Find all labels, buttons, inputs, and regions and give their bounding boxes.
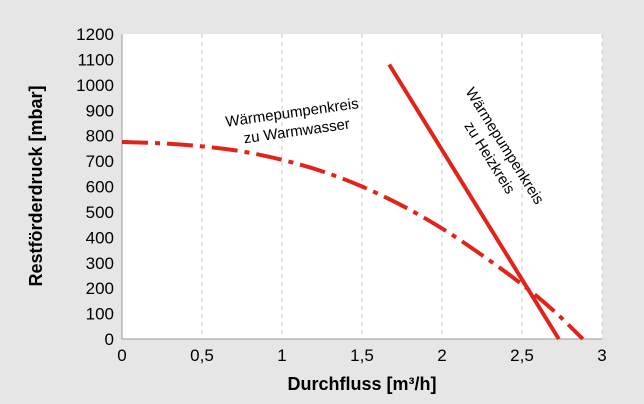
y-tick-label: 500 (86, 203, 114, 222)
y-tick-label: 400 (86, 228, 114, 247)
x-tick-label: 0,5 (190, 346, 214, 365)
y-tick-label: 1000 (76, 76, 114, 95)
x-tick-label: 1,5 (350, 346, 374, 365)
y-tick-label: 300 (86, 254, 114, 273)
y-tick-label: 900 (86, 101, 114, 120)
grid-lines (121, 34, 603, 340)
x-tick-label: 2,5 (510, 346, 534, 365)
y-axis-label: Restförderdruck [mbar] (26, 85, 46, 286)
series-lines (121, 63, 585, 341)
y-tick-label: 1200 (76, 25, 114, 44)
series-line-0 (121, 140, 585, 341)
x-tick-label: 1 (277, 346, 286, 365)
y-tick-label: 600 (86, 178, 114, 197)
x-tick-label: 3 (597, 346, 606, 365)
x-tick-label: 0 (117, 346, 126, 365)
x-tick-label: 2 (437, 346, 446, 365)
y-tick-label: 200 (86, 279, 114, 298)
y-tick-label: 700 (86, 152, 114, 171)
tick-labels: 0100200300400500600700800900100011001200… (76, 25, 607, 365)
x-axis-label: Durchfluss [m³/h] (287, 374, 436, 394)
series-line-1 (387, 63, 561, 341)
y-tick-label: 0 (105, 330, 114, 349)
y-tick-label: 1100 (77, 50, 114, 69)
y-tick-label: 100 (86, 305, 114, 324)
y-tick-label: 800 (86, 127, 114, 146)
